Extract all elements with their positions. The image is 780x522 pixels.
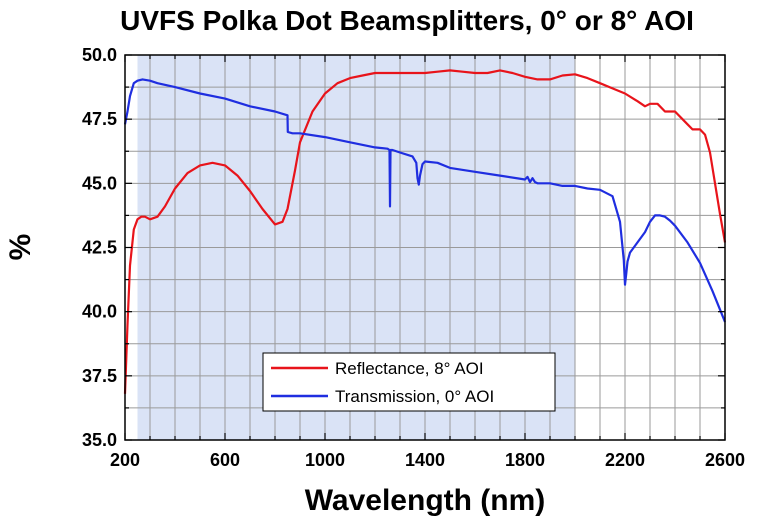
- y-tick-label: 37.5: [82, 366, 117, 386]
- x-tick-label: 200: [110, 450, 140, 470]
- x-tick-label: 1400: [405, 450, 445, 470]
- legend: Reflectance, 8° AOI Transmission, 0° AOI: [262, 352, 556, 412]
- legend-label-transmission: Transmission, 0° AOI: [335, 387, 494, 406]
- y-tick-label: 42.5: [82, 238, 117, 258]
- y-axis-label: %: [4, 234, 37, 261]
- y-tick-label: 40.0: [82, 302, 117, 322]
- x-tick-label: 1800: [505, 450, 545, 470]
- y-tick-label: 47.5: [82, 109, 117, 129]
- ticks: [124, 54, 726, 441]
- x-axis-label: Wavelength (nm): [305, 484, 546, 517]
- series-line-reflectance: [123, 69, 727, 394]
- chart-title: UVFS Polka Dot Beamsplitters, 0° or 8° A…: [120, 5, 694, 36]
- legend-label-reflectance: Reflectance, 8° AOI: [335, 359, 484, 378]
- x-tick-label: 2600: [705, 450, 745, 470]
- x-tick-label: 2200: [605, 450, 645, 470]
- series-line-transmission: [123, 78, 727, 323]
- tick-labels: 200 600 1000 1400 1800 2200 2600 35.0 37.5 40.0 42…: [82, 45, 745, 470]
- y-tick-label: 35.0: [82, 430, 117, 450]
- x-tick-label: 600: [210, 450, 240, 470]
- legend-box: [262, 352, 556, 412]
- series-layer: [123, 69, 727, 394]
- x-tick-label: 1000: [305, 450, 345, 470]
- y-tick-label: 50.0: [82, 45, 117, 65]
- y-tick-label: 45.0: [82, 173, 117, 193]
